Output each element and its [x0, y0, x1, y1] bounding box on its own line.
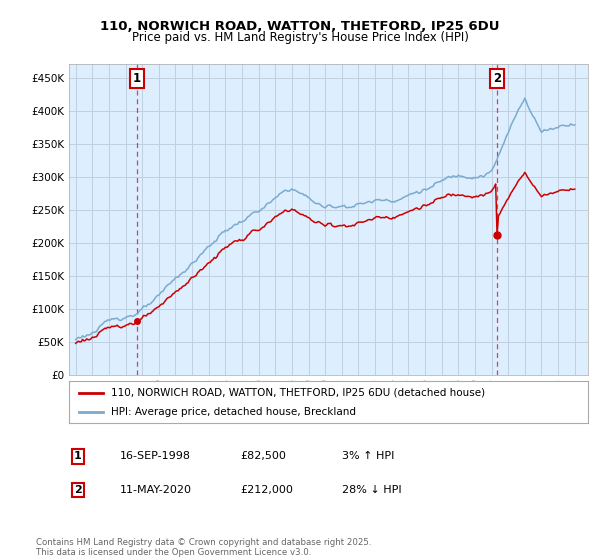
Text: 1: 1	[133, 72, 141, 86]
Text: Contains HM Land Registry data © Crown copyright and database right 2025.
This d: Contains HM Land Registry data © Crown c…	[36, 538, 371, 557]
Text: 1: 1	[74, 451, 82, 461]
Text: 16-SEP-1998: 16-SEP-1998	[120, 451, 191, 461]
Text: £82,500: £82,500	[240, 451, 286, 461]
Text: 3% ↑ HPI: 3% ↑ HPI	[342, 451, 394, 461]
Text: HPI: Average price, detached house, Breckland: HPI: Average price, detached house, Brec…	[110, 407, 356, 417]
Text: 28% ↓ HPI: 28% ↓ HPI	[342, 485, 401, 495]
Text: £212,000: £212,000	[240, 485, 293, 495]
Text: 2: 2	[493, 72, 501, 86]
Text: 2: 2	[74, 485, 82, 495]
Text: Price paid vs. HM Land Registry's House Price Index (HPI): Price paid vs. HM Land Registry's House …	[131, 31, 469, 44]
Text: 110, NORWICH ROAD, WATTON, THETFORD, IP25 6DU (detached house): 110, NORWICH ROAD, WATTON, THETFORD, IP2…	[110, 388, 485, 398]
Text: 110, NORWICH ROAD, WATTON, THETFORD, IP25 6DU: 110, NORWICH ROAD, WATTON, THETFORD, IP2…	[100, 20, 500, 32]
Text: 11-MAY-2020: 11-MAY-2020	[120, 485, 192, 495]
